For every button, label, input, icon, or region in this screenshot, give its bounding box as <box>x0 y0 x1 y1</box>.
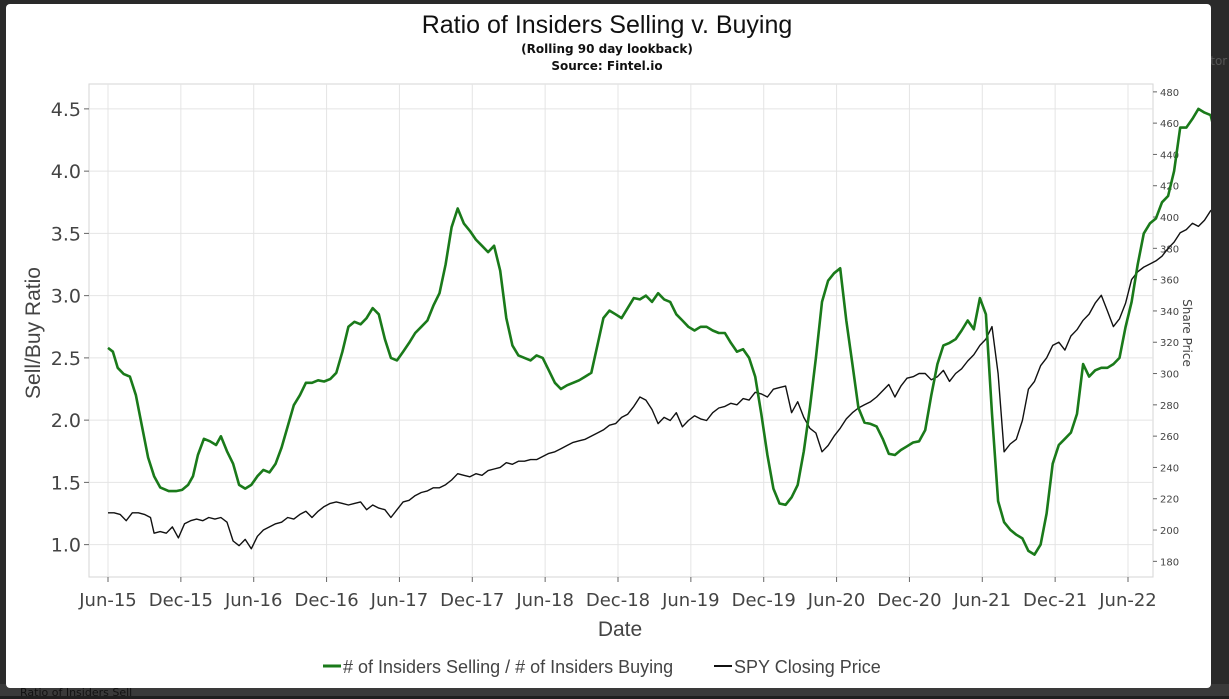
y-left-tick-label: 3.0 <box>51 286 81 308</box>
y-right-tick-label: 320 <box>1160 338 1179 349</box>
left-axis-ticks: 1.0 1.5 2.0 2.5 3.0 3.5 4.0 4.5 <box>51 99 89 557</box>
y-left-tick-label: 4.5 <box>51 99 81 121</box>
y-right-tick-label: 460 <box>1160 119 1179 130</box>
x-tick-label: Dec-21 <box>1023 590 1087 611</box>
x-tick-label: Jun-22 <box>1098 590 1157 611</box>
x-tick-label: Dec-18 <box>586 590 650 611</box>
y-left-tick-label: 3.5 <box>51 223 81 245</box>
y-right-tick-label: 220 <box>1160 495 1179 506</box>
y-right-tick-label: 480 <box>1160 88 1179 99</box>
y-left-tick-label: 1.5 <box>51 472 81 494</box>
chart-title: Ratio of Insiders Selling v. Buying <box>422 11 793 39</box>
y-right-tick-label: 200 <box>1160 526 1179 537</box>
y-right-tick-label: 360 <box>1160 276 1179 287</box>
y-left-tick-label: 2.5 <box>51 348 81 370</box>
x-axis-label: Date <box>598 618 642 641</box>
x-axis-ticks: Jun-15 Dec-15 Jun-16 Dec-16 Jun-17 Dec-17 Jun-… <box>78 577 1157 611</box>
legend: # of Insiders Selling / # of Insiders Bu… <box>323 657 881 677</box>
series <box>107 107 1211 556</box>
y-right-tick-label: 380 <box>1160 244 1179 255</box>
series-line-spy-price <box>108 209 1211 550</box>
x-tick-label: Jun-15 <box>78 590 137 611</box>
x-tick-label: Dec-15 <box>149 590 213 611</box>
x-tick-label: Jun-16 <box>224 590 283 611</box>
x-tick-label: Dec-17 <box>440 590 504 611</box>
legend-label-ratio: # of Insiders Selling / # of Insiders Bu… <box>343 657 673 677</box>
chart-subtitle-source: Source: Fintel.io <box>551 59 662 73</box>
y-axis-label-right: Share Price <box>1180 299 1194 367</box>
y-right-tick-label: 260 <box>1160 432 1179 443</box>
x-tick-label: Jun-18 <box>515 590 574 611</box>
x-tick-label: Jun-20 <box>807 590 866 611</box>
y-axis-label-left: Sell/Buy Ratio <box>22 267 45 399</box>
y-right-tick-label: 340 <box>1160 307 1179 318</box>
plot-area <box>88 83 1154 578</box>
y-right-tick-label: 440 <box>1160 150 1179 161</box>
x-tick-label: Jun-21 <box>953 590 1012 611</box>
x-tick-label: Jun-17 <box>370 590 429 611</box>
x-tick-label: Jun-19 <box>661 590 720 611</box>
chart-subtitle-lookback: (Rolling 90 day lookback) <box>521 42 693 56</box>
chart-canvas: Ratio of Insiders Selling v. Buying (Rol… <box>22 11 1211 677</box>
y-left-tick-label: 1.0 <box>51 535 81 557</box>
x-tick-label: Dec-20 <box>877 590 941 611</box>
legend-label-spy: SPY Closing Price <box>734 657 881 677</box>
y-right-tick-label: 300 <box>1160 370 1179 381</box>
y-left-tick-label: 4.0 <box>51 161 81 183</box>
x-tick-label: Dec-16 <box>294 590 358 611</box>
series-line-sell-buy-ratio <box>107 107 1211 556</box>
y-right-tick-label: 240 <box>1160 463 1179 474</box>
y-right-tick-label: 280 <box>1160 401 1179 412</box>
y-right-tick-label: 180 <box>1160 557 1179 568</box>
chart-modal: Ratio of Insiders Selling v. Buying (Rol… <box>6 4 1211 688</box>
grid <box>89 84 1153 577</box>
y-right-tick-label: 400 <box>1160 213 1179 224</box>
x-tick-label: Dec-19 <box>732 590 796 611</box>
y-left-tick-label: 2.0 <box>51 410 81 432</box>
